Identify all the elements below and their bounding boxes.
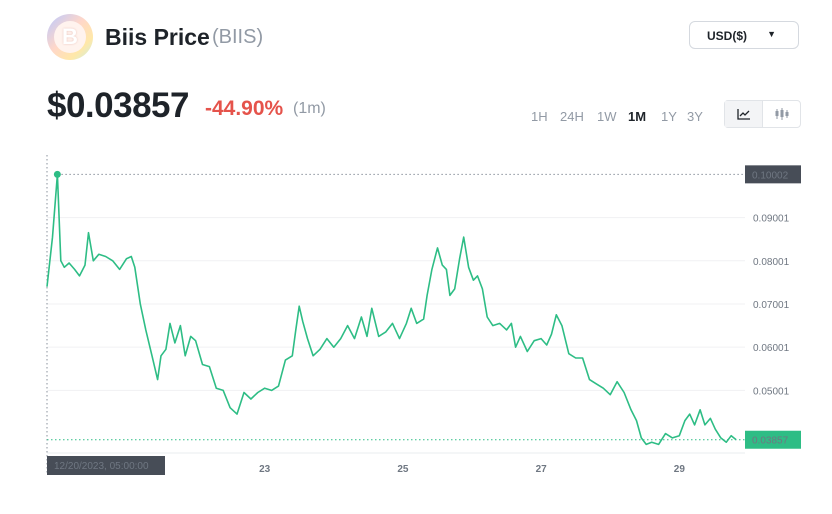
chart-grid: [47, 217, 745, 391]
y-tick-label: 0.07001: [753, 300, 790, 311]
toggle-divider: [762, 101, 763, 127]
y-tick-label: 0.08001: [753, 257, 790, 268]
x-tick-label: 29: [674, 464, 686, 475]
range-1h[interactable]: 1H: [531, 109, 548, 124]
y-tick-label: 0.05001: [753, 386, 790, 397]
max-price-label: 0.10002: [745, 165, 801, 184]
x-tick-label: 27: [536, 464, 548, 475]
range-3y[interactable]: 3Y: [687, 109, 703, 124]
coin-logo-icon: B: [47, 14, 93, 60]
coin-logo-letter-icon: B: [54, 21, 86, 53]
crosshair-time-text: 12/20/2023, 05:00:00: [54, 461, 149, 472]
chart-type-toggle: [724, 100, 801, 128]
current-price: $0.03857: [47, 86, 189, 125]
max-price-label-text: 0.10002: [752, 170, 789, 181]
currency-select[interactable]: USD($) ▼: [689, 21, 799, 49]
coin-name: Biis Price: [105, 24, 210, 50]
range-1w[interactable]: 1W: [597, 109, 617, 124]
current-price-label: 0.03857: [745, 430, 801, 449]
x-tick-label: 25: [397, 464, 409, 475]
caret-down-icon: ▼: [767, 29, 776, 39]
range-1y[interactable]: 1Y: [661, 109, 677, 124]
candlestick-button[interactable]: [763, 101, 801, 127]
line-chart-button[interactable]: [725, 101, 763, 127]
coin-ticker: (BIIS): [212, 26, 264, 48]
candlestick-icon: [775, 108, 789, 120]
max-price-marker: [53, 170, 61, 178]
y-tick-label: 0.09001: [753, 214, 790, 225]
y-axis: 0.09001 0.08001 0.07001 0.06001 0.05001: [753, 214, 790, 398]
change-period: (1m): [293, 100, 326, 117]
y-tick-label: 0.06001: [753, 343, 790, 354]
line-chart-icon: [737, 109, 750, 120]
current-price-label-text: 0.03857: [752, 436, 789, 447]
currency-label: USD($): [707, 29, 748, 43]
x-axis: 23 25 27 29: [259, 464, 685, 475]
range-24h[interactable]: 24H: [560, 109, 584, 124]
range-1m[interactable]: 1M: [628, 109, 647, 124]
crosshair-time-label: 12/20/2023, 05:00:00: [47, 456, 165, 475]
price-change: -44.90%: [205, 97, 284, 120]
x-tick-label: 23: [259, 464, 271, 475]
price-series-line: [46, 173, 737, 446]
